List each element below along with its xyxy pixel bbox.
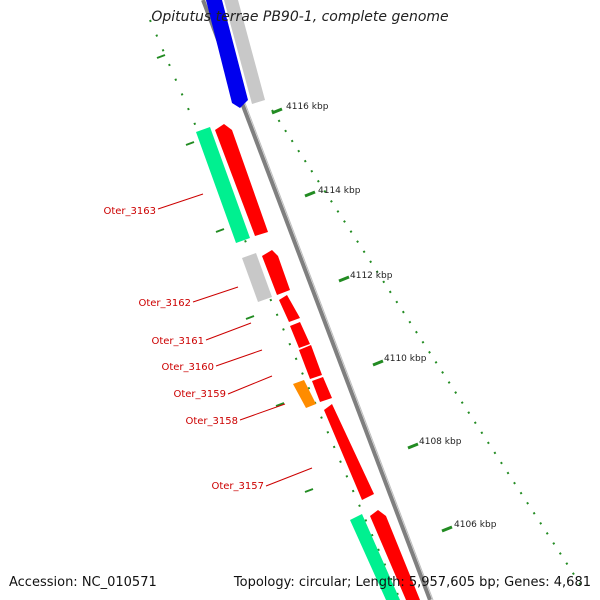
accession-text: Accession: NC_010571 (9, 575, 157, 590)
tick-mark (338, 275, 350, 283)
gene-gray[interactable] (242, 253, 272, 302)
tick-label: 4116 kbp (286, 102, 329, 112)
gene-red[interactable] (215, 124, 268, 236)
gene-gray[interactable] (224, 0, 265, 104)
gene-blue[interactable] (206, 0, 248, 108)
outer-track-marks (156, 54, 314, 493)
gene-label[interactable]: Oter_3158 (185, 416, 238, 427)
ruler-ticks (271, 107, 453, 533)
gene-label[interactable]: Oter_3160 (161, 362, 214, 373)
genome-summary-text: Topology: circular; Length: 5,957,605 bp… (233, 575, 591, 590)
tick-label: 4108 kbp (419, 437, 462, 447)
genome-title: Opitutus terrae PB90-1, complete genome (151, 9, 449, 25)
gene-label[interactable]: Oter_3157 (211, 481, 264, 492)
gene-green[interactable] (350, 514, 400, 600)
tick-label: 4106 kbp (454, 520, 497, 530)
tick-mark (372, 359, 384, 367)
gene-orange[interactable] (293, 380, 316, 408)
gene-label[interactable]: Oter_3159 (173, 389, 226, 400)
gene-red[interactable] (262, 250, 290, 295)
gene-red[interactable] (370, 510, 420, 600)
gene-label[interactable]: Oter_3163 (103, 206, 156, 217)
gene-green[interactable] (196, 127, 250, 243)
gene-label[interactable]: Oter_3162 (138, 298, 191, 309)
gene-red[interactable] (299, 345, 322, 379)
tick-mark (271, 107, 283, 115)
ruler-dotted-line (271, 109, 585, 591)
gene-label[interactable]: Oter_3161 (151, 336, 204, 347)
tick-mark (441, 525, 453, 533)
label-leaders (157, 193, 313, 487)
tick-label: 4110 kbp (384, 354, 427, 364)
gene-red[interactable] (324, 404, 374, 500)
gene-red[interactable] (312, 377, 332, 402)
tick-mark (304, 190, 316, 198)
gene-red[interactable] (290, 322, 310, 348)
tick-label: 4112 kbp (350, 271, 393, 281)
tick-mark (407, 442, 419, 450)
tick-label: 4114 kbp (318, 186, 361, 196)
gene-red[interactable] (279, 295, 300, 322)
